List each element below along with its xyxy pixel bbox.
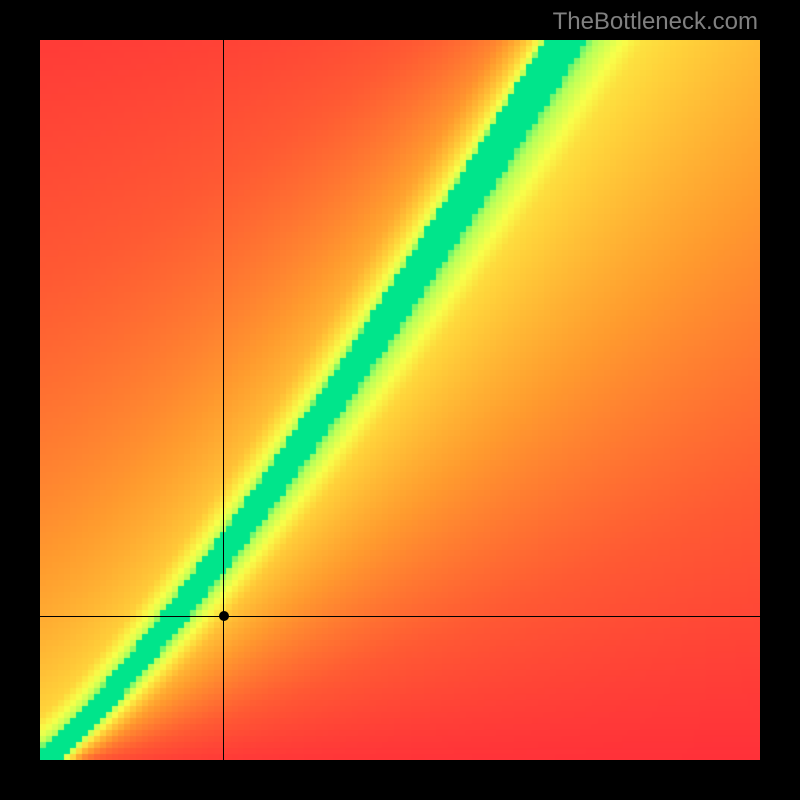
watermark-text: TheBottleneck.com [553, 8, 758, 36]
crosshair-marker [219, 611, 229, 621]
crosshair-horizontal-line [40, 616, 760, 617]
crosshair-vertical-line [223, 40, 224, 760]
bottleneck-heatmap [40, 40, 760, 760]
